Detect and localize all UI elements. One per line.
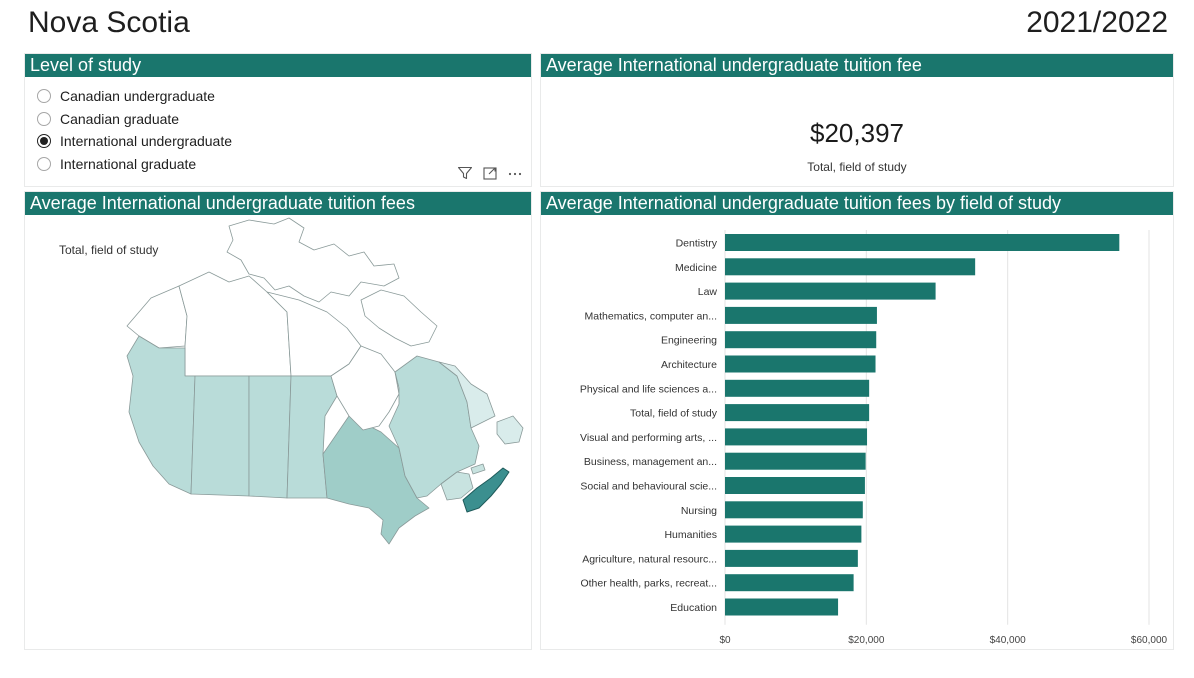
category-label: Dentistry — [676, 238, 718, 250]
radio-button[interactable] — [37, 111, 51, 126]
category-label: Engineering — [661, 335, 717, 347]
category-label: Other health, parks, recreat... — [580, 578, 717, 590]
map-region-nova-scotia[interactable] — [462, 467, 510, 513]
radio-option-international-undergraduate[interactable]: International undergraduate — [37, 130, 232, 153]
map-region-ontario[interactable] — [322, 415, 430, 545]
x-tick-label: $20,000 — [848, 635, 885, 646]
bar[interactable] — [725, 501, 863, 519]
level-of-study-slicer: Level of study Canadian undergraduate Ca… — [24, 53, 532, 187]
radio-option-canadian-graduate[interactable]: Canadian graduate — [37, 108, 232, 131]
bar[interactable] — [725, 549, 858, 567]
x-tick-label: $0 — [719, 635, 731, 646]
more-options-icon[interactable] — [507, 165, 523, 186]
map-title: Average International undergraduate tuit… — [25, 192, 531, 215]
bar[interactable] — [725, 355, 876, 373]
map-region-newfoundland[interactable] — [496, 415, 524, 445]
page-year: 2021/2022 — [1026, 6, 1168, 39]
radio-option-canadian-undergraduate[interactable]: Canadian undergraduate — [37, 85, 232, 108]
radio-label: International graduate — [60, 155, 197, 172]
canada-map — [126, 217, 524, 545]
bar-chart-title: Average International undergraduate tuit… — [541, 192, 1173, 215]
radio-label: International undergraduate — [60, 133, 233, 150]
bar[interactable] — [725, 258, 976, 276]
category-label: Nursing — [681, 505, 717, 517]
map-region-hudson-bay — [330, 345, 400, 431]
category-label: Physical and life sciences a... — [580, 383, 717, 395]
page-title: Nova Scotia — [28, 6, 190, 39]
category-label: Law — [698, 286, 718, 298]
bar[interactable] — [725, 234, 1120, 251]
bar[interactable] — [725, 525, 862, 543]
bar[interactable] — [725, 282, 936, 300]
category-label: Total, field of study — [630, 408, 718, 420]
map-region-yukon[interactable] — [126, 285, 188, 349]
category-label: Business, management an... — [584, 456, 717, 468]
category-label: Social and behavioural scie... — [580, 481, 717, 493]
category-label: Medicine — [675, 262, 717, 274]
map-region-alberta[interactable] — [190, 375, 250, 497]
category-label: Visual and performing arts, ... — [580, 432, 717, 444]
x-tick-label: $40,000 — [990, 635, 1027, 646]
bar[interactable] — [725, 477, 865, 494]
map-region-british-columbia[interactable] — [126, 335, 196, 495]
radio-label: Canadian graduate — [60, 110, 180, 127]
category-label: Agriculture, natural resourc... — [582, 553, 717, 565]
radio-list: Canadian undergraduate Canadian graduate… — [37, 85, 232, 175]
map-region-prince-edward-island[interactable] — [470, 463, 486, 475]
radio-button-selected[interactable] — [37, 134, 51, 149]
bar[interactable] — [725, 428, 868, 446]
radio-option-international-graduate[interactable]: International graduate — [37, 153, 232, 176]
map-region-saskatchewan[interactable] — [248, 375, 292, 499]
map-measure-label: Total, field of study — [59, 243, 159, 257]
slicer-title: Level of study — [25, 54, 531, 77]
bar[interactable] — [725, 452, 866, 470]
card-title: Average International undergraduate tuit… — [541, 54, 1173, 77]
map-region-labrador[interactable] — [438, 361, 496, 429]
fees-by-field-panel: Average International undergraduate tuit… — [540, 191, 1174, 650]
kpi-value: $20,397 — [810, 118, 904, 148]
bar-chart: $0 $20,000 $40,000 $60,000 Dentistry Medicine… — [580, 230, 1168, 646]
radio-label: Canadian undergraduate — [60, 88, 215, 105]
category-label: Mathematics, computer an... — [585, 310, 717, 322]
bar[interactable] — [725, 379, 870, 397]
map-region-arctic-islands[interactable] — [226, 217, 400, 303]
category-label: Education — [670, 602, 717, 614]
category-label: Humanities — [664, 529, 717, 541]
bar[interactable] — [725, 574, 854, 592]
focus-mode-icon[interactable] — [482, 165, 498, 186]
average-fee-card: Average International undergraduate tuit… — [540, 53, 1174, 187]
bar[interactable] — [725, 306, 877, 324]
map-region-new-brunswick[interactable] — [440, 471, 474, 501]
map-region-baffin-island[interactable] — [360, 289, 438, 347]
radio-button[interactable] — [37, 156, 51, 171]
bar[interactable] — [725, 598, 839, 616]
bar[interactable] — [725, 331, 877, 349]
radio-button[interactable] — [37, 89, 51, 104]
canada-map-panel: Average International undergraduate tuit… — [24, 191, 532, 650]
bar[interactable] — [725, 404, 870, 422]
kpi-label: Total, field of study — [807, 160, 907, 174]
page-header: Nova Scotia 2021/2022 — [0, 0, 1194, 50]
x-tick-label: $60,000 — [1131, 635, 1168, 646]
filter-icon[interactable] — [457, 165, 473, 186]
category-label: Architecture — [661, 359, 717, 371]
visual-header-icons — [457, 165, 523, 186]
